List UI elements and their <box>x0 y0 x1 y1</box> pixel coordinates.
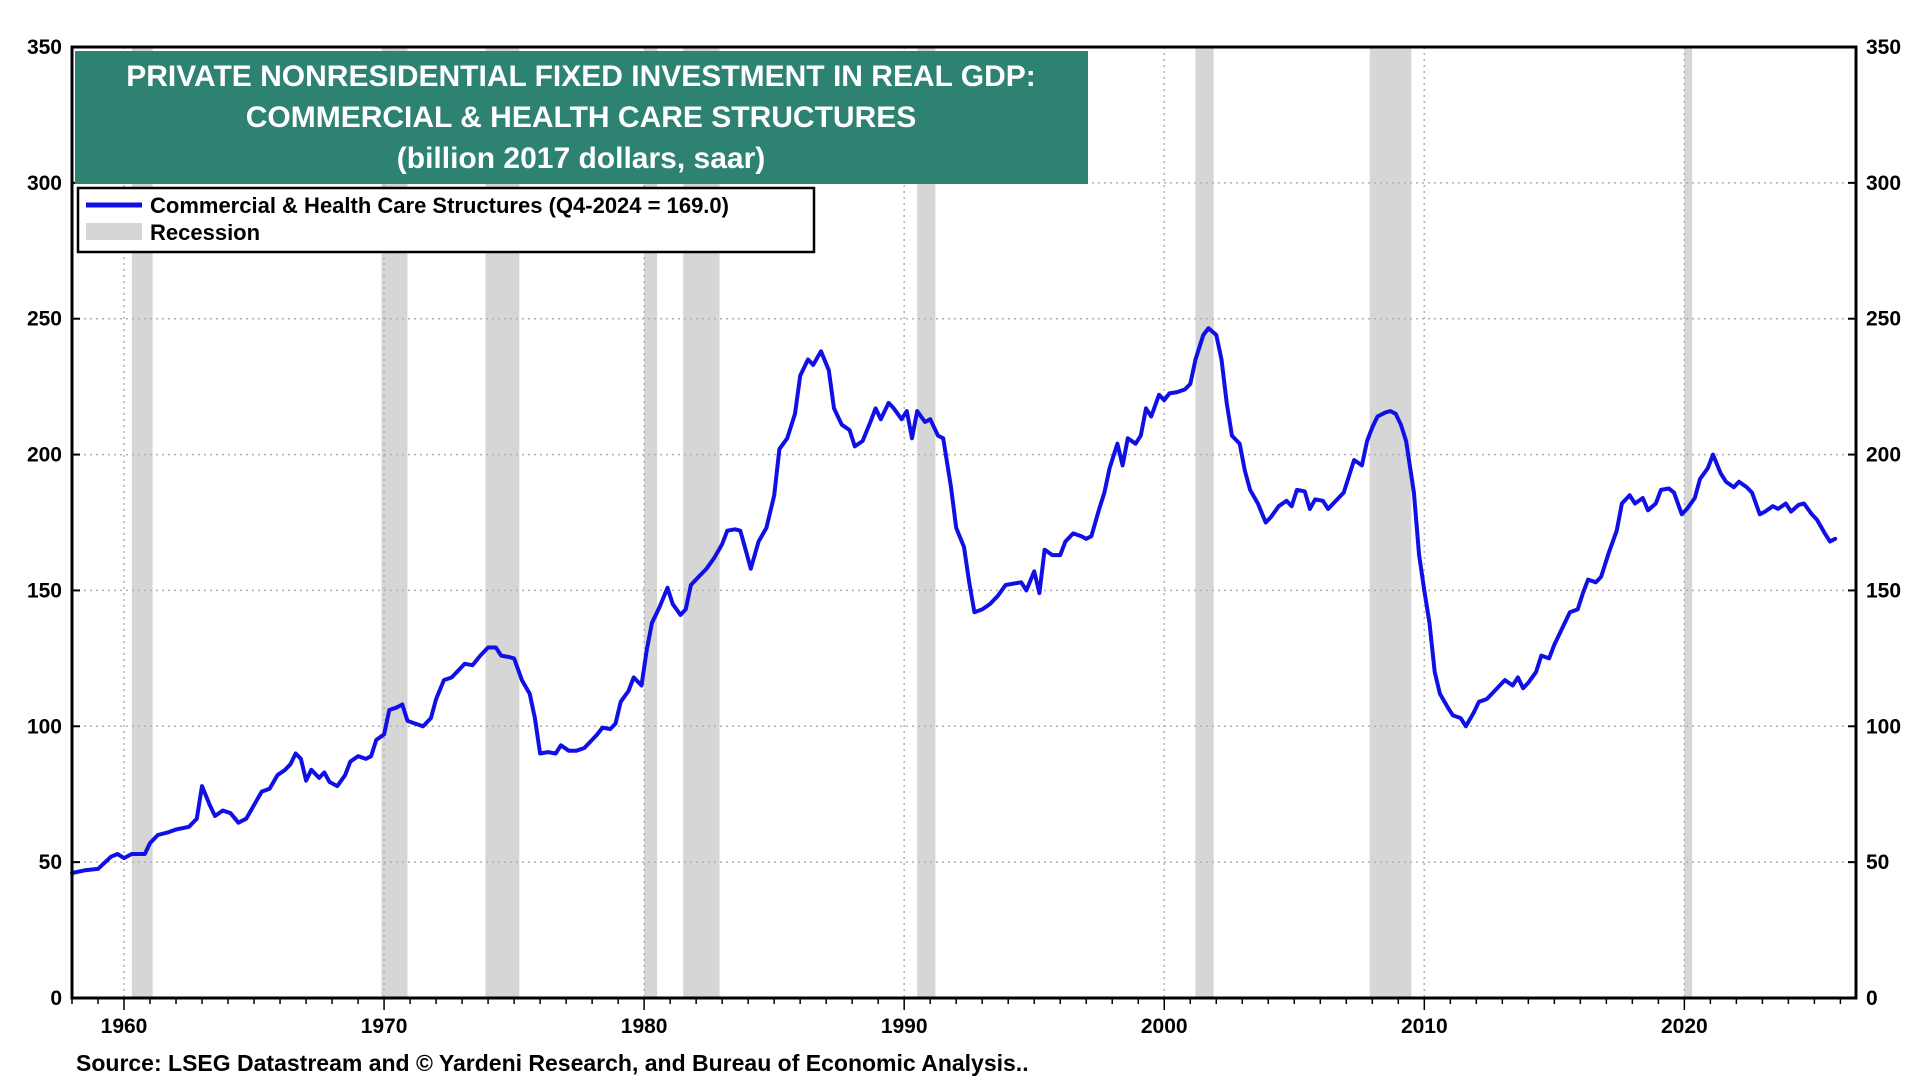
y-axis-right: 0 50 100 150 200 250 300 350 <box>1848 36 1901 1010</box>
y-tick-label-left-200: 200 <box>27 444 62 467</box>
recession-band-1 <box>131 47 153 998</box>
recession-band-9 <box>1684 47 1693 998</box>
x-tick-label-1980: 1980 <box>621 1015 668 1038</box>
chart-title-line-3: (billion 2017 dollars, saar) <box>397 142 765 175</box>
chart-title-line-2: COMMERCIAL & HEALTH CARE STRUCTURES <box>246 101 917 134</box>
x-tick-label-1990: 1990 <box>881 1015 928 1038</box>
grid-lines <box>72 47 1856 998</box>
recession-band-4 <box>644 47 658 998</box>
legend-recession-label: Recession <box>150 220 260 245</box>
legend-frame <box>76 186 816 254</box>
series-layer <box>70 326 1838 875</box>
legend-series-label: Commercial & Health Care Structures (Q4-… <box>150 193 729 218</box>
y-tick-label-right-250: 250 <box>1866 308 1901 331</box>
y-tick-label-left-0: 0 <box>50 987 62 1010</box>
source-note: Source: LSEG Datastream and © Yardeni Re… <box>76 1050 1029 1076</box>
y-axis-left: 0 50 100 150 200 250 300 350 <box>27 36 80 1010</box>
y-tick-label-left-250: 250 <box>27 308 62 331</box>
legend: Commercial & Health Care Structures (Q4-… <box>76 186 816 254</box>
y-tick-label-right-350: 350 <box>1866 36 1901 59</box>
y-tick-label-right-100: 100 <box>1866 715 1901 738</box>
y-tick-label-left-100: 100 <box>27 715 62 738</box>
x-tick-label-2020: 2020 <box>1661 1015 1708 1038</box>
chart-title-line-1: PRIVATE NONRESIDENTIAL FIXED INVESTMENT … <box>126 60 1036 93</box>
recession-band-7 <box>1195 47 1214 998</box>
y-tick-label-left-300: 300 <box>27 172 62 195</box>
y-tick-label-left-150: 150 <box>27 579 62 602</box>
title-background <box>75 51 1088 184</box>
x-tick-label-2000: 2000 <box>1141 1015 1188 1038</box>
legend-recession-swatch <box>86 223 142 240</box>
recession-bands <box>131 47 1693 998</box>
y-tick-label-right-50: 50 <box>1866 851 1889 874</box>
x-axis: 1960 1970 1980 1990 2000 2010 2020 <box>71 998 1842 1038</box>
recession-band-8 <box>1369 47 1412 998</box>
y-tick-label-right-300: 300 <box>1866 172 1901 195</box>
series-line-1 <box>70 326 1838 875</box>
y-tick-label-right-150: 150 <box>1866 579 1901 602</box>
y-tick-label-left-50: 50 <box>39 851 62 874</box>
y-tick-label-right-200: 200 <box>1866 444 1901 467</box>
x-tick-label-1970: 1970 <box>361 1015 408 1038</box>
x-tick-label-2010: 2010 <box>1401 1015 1448 1038</box>
x-tick-label-1960: 1960 <box>101 1015 148 1038</box>
chart-title-box: PRIVATE NONRESIDENTIAL FIXED INVESTMENT … <box>75 51 1088 184</box>
y-tick-label-right-0: 0 <box>1866 987 1878 1010</box>
y-tick-label-left-350: 350 <box>27 36 62 59</box>
recession-band-6 <box>917 47 936 998</box>
plot-frame <box>70 45 1858 1000</box>
